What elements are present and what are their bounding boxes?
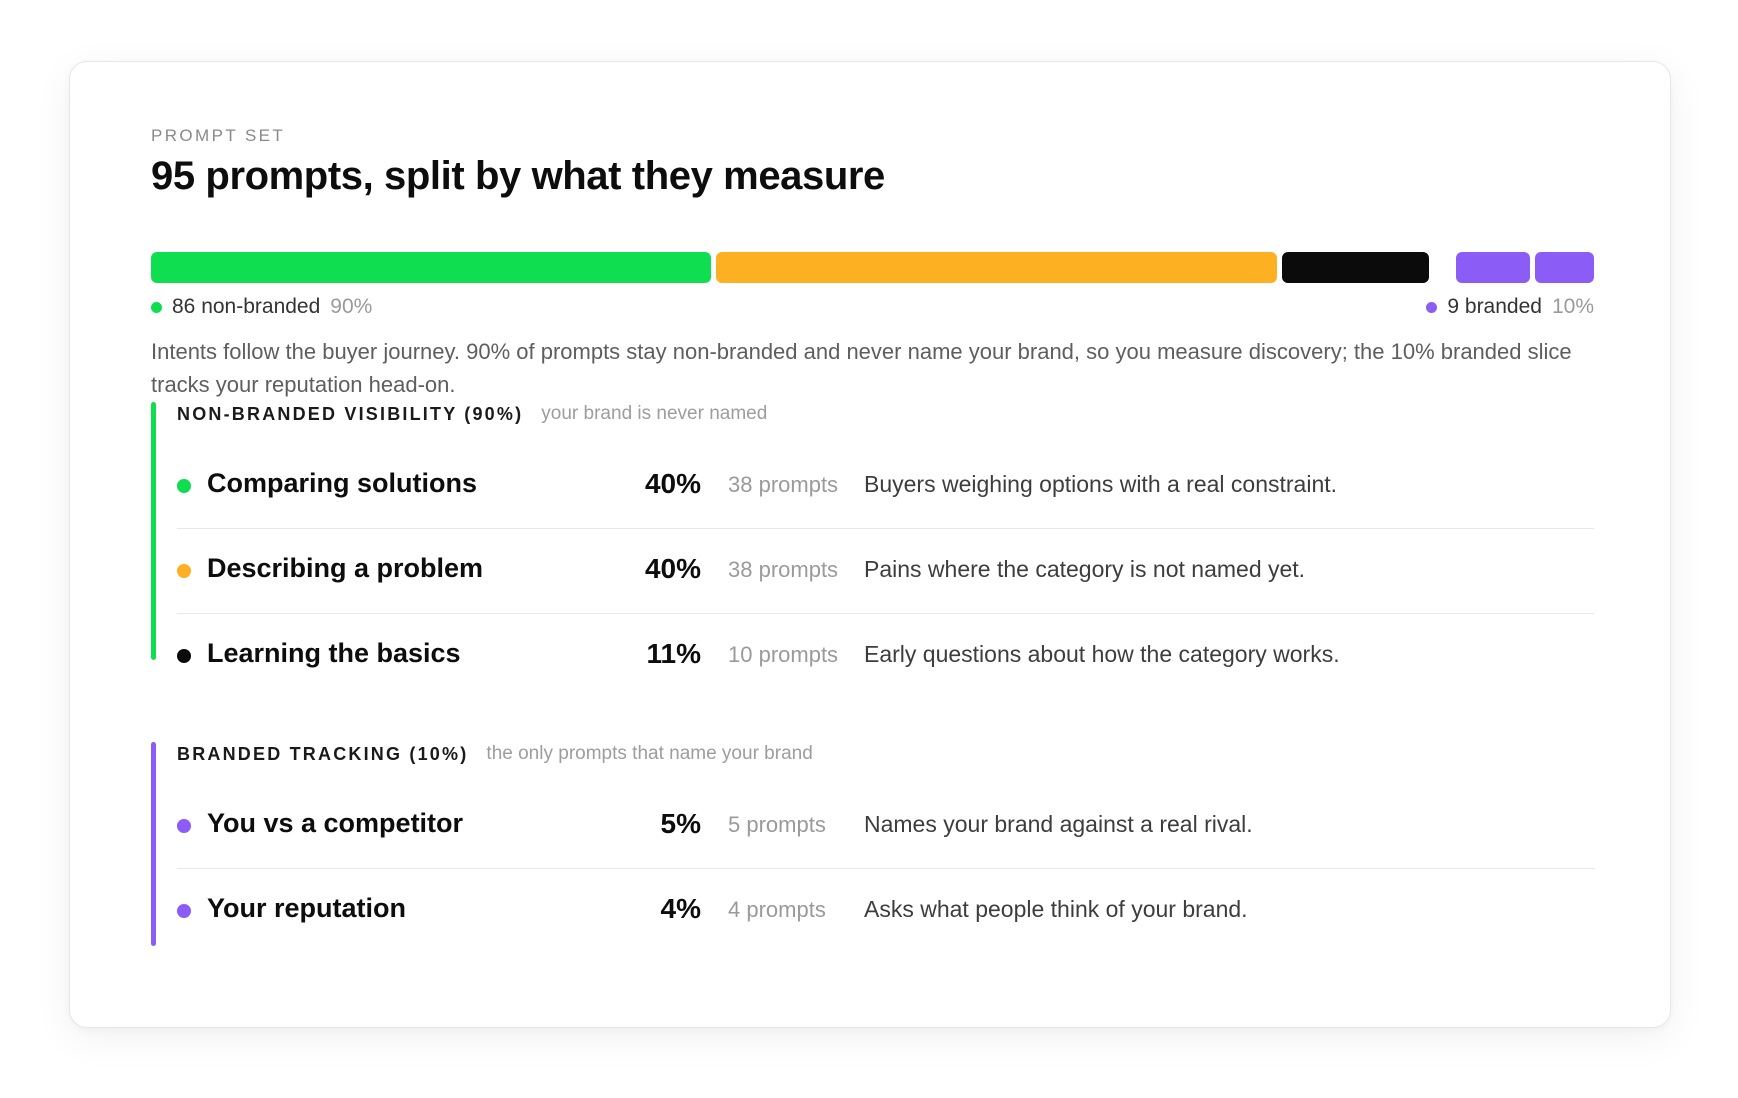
intent-prompt-count: 38 prompts xyxy=(728,472,839,497)
intent-description: Names your brand against a real rival. xyxy=(864,811,1253,837)
bar-segment-comparing-solutions xyxy=(151,252,712,283)
non-branded-dot-icon xyxy=(151,301,162,313)
bar-segment-your-reputation xyxy=(1535,252,1594,283)
group-note: the only prompts that name your brand xyxy=(486,743,813,764)
intent-label: Learning the basics xyxy=(207,638,461,668)
intent-label: You vs a competitor xyxy=(207,808,464,838)
intent-percentage: 4% xyxy=(660,893,701,924)
intent-prompt-count: 10 prompts xyxy=(728,642,839,667)
intent-description: Early questions about how the category w… xyxy=(864,641,1340,667)
intent-percentage: 11% xyxy=(646,638,702,669)
group-branded-header: BRANDED TRACKING (10%) the only prompts … xyxy=(177,742,813,766)
group-branded-rule xyxy=(151,742,156,946)
intent-label: Describing a problem xyxy=(207,553,484,583)
legend-non-branded-pct: 90% xyxy=(330,295,373,318)
legend-non-branded: 86 non-branded 90% xyxy=(151,295,372,319)
intent-row-learning-the-basics: Learning the basics 11% 10 prompts Early… xyxy=(177,614,1594,698)
group-title: NON-BRANDED VISIBILITY (90%) xyxy=(177,403,524,424)
intent-label: Comparing solutions xyxy=(207,468,477,498)
intent-label: Your reputation xyxy=(207,893,406,923)
intent-row-you-vs-a-competitor: You vs a competitor 5% 5 prompts Names y… xyxy=(177,784,1594,869)
intent-prompt-count: 5 prompts xyxy=(728,812,826,837)
legend-branded-label: 9 branded xyxy=(1447,295,1542,318)
bar-segment-you-vs-a-competitor xyxy=(1456,252,1530,283)
group-non-branded-header: NON-BRANDED VISIBILITY (90%) your brand … xyxy=(177,402,767,426)
intent-row-comparing-solutions: Comparing solutions 40% 38 prompts Buyer… xyxy=(177,444,1594,529)
intent-percentage: 40% xyxy=(644,553,701,584)
intent-percentage: 40% xyxy=(644,468,701,499)
legend-branded-pct: 10% xyxy=(1551,295,1594,318)
intent-dot-icon xyxy=(177,819,191,833)
group-note: your brand is never named xyxy=(541,403,768,424)
intent-percentage: 5% xyxy=(660,808,701,839)
group-non-branded-rule xyxy=(151,402,156,660)
intent-prompt-count: 38 prompts xyxy=(728,557,839,582)
legend-non-branded-label: 86 non-branded xyxy=(172,295,321,318)
intent-description: Buyers weighing options with a real cons… xyxy=(864,471,1338,497)
eyebrow-label: PROMPT SET xyxy=(151,126,286,145)
legend-branded: 9 branded 10% xyxy=(1426,295,1594,319)
description: Intents follow the buyer journey. 90% of… xyxy=(151,339,1572,397)
group-title: BRANDED TRACKING (10%) xyxy=(177,743,469,764)
intent-description: Pains where the category is not named ye… xyxy=(864,556,1306,582)
intent-dot-icon xyxy=(177,479,191,493)
branded-dot-icon xyxy=(1426,301,1438,313)
intent-row-your-reputation: Your reputation 4% 4 prompts Asks what p… xyxy=(177,869,1594,953)
intent-row-describing-a-problem: Describing a problem 40% 38 prompts Pain… xyxy=(177,529,1594,614)
intent-dot-icon xyxy=(177,649,191,663)
bar-segment-describing-a-problem xyxy=(716,252,1277,283)
intent-prompt-count: 4 prompts xyxy=(728,897,826,922)
page-title: 95 prompts, split by what they measure xyxy=(151,154,885,198)
intent-dot-icon xyxy=(177,904,191,918)
intent-dot-icon xyxy=(177,564,191,578)
prompt-set-card: PROMPT SET 95 prompts, split by what the… xyxy=(69,61,1671,1028)
bar-segment-learning-the-basics xyxy=(1281,252,1430,283)
intent-description: Asks what people think of your brand. xyxy=(864,896,1248,922)
split-bar xyxy=(151,252,1594,283)
